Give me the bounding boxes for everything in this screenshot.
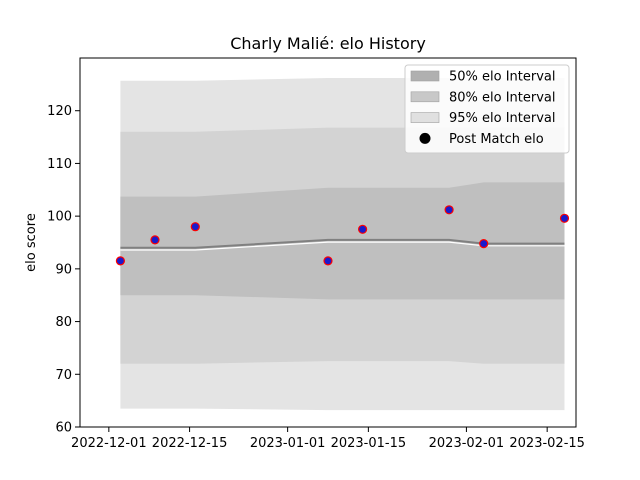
y-tick-label: 60 [55, 421, 72, 436]
legend: 50% elo Interval 80% elo Interval 95% elo … [404, 64, 570, 154]
legend-label: 95% elo Interval [449, 111, 556, 126]
post-match-elo-point [444, 205, 454, 215]
legend-box [404, 64, 570, 154]
y-tick-label: 80 [55, 315, 72, 330]
post-match-elo-point [190, 222, 200, 232]
mean-elo-line [120, 238, 565, 249]
y-tick-label: 110 [47, 157, 72, 172]
post-match-elo-point [479, 239, 489, 249]
axes-frame [79, 57, 577, 428]
chart-title: Charly Malié: elo History [230, 34, 426, 53]
plot-area [115, 78, 570, 411]
y-axis-label: elo score [24, 213, 39, 272]
post-match-elo-point [358, 224, 368, 234]
post-match-elo-point [150, 235, 160, 245]
post-match-elo-point [115, 256, 126, 266]
x-tick-label: 2023-01-15 [331, 436, 407, 451]
x-tick-label: 2023-01-01 [250, 436, 326, 451]
legend-swatch [410, 91, 440, 103]
post-match-elo-point [559, 213, 570, 223]
y-tick-label: 100 [47, 210, 72, 225]
y-tick-label: 120 [47, 104, 72, 119]
y-tick-label: 70 [55, 368, 72, 383]
x-tick-label: 2022-12-15 [152, 436, 228, 451]
y-tick-label: 90 [55, 262, 72, 277]
x-tick-label: 2023-02-01 [429, 436, 505, 451]
post-match-elo-point [323, 256, 333, 266]
legend-label: Post Match elo [449, 132, 544, 147]
mean-elo-line-highlight [120, 241, 565, 251]
legend-label: 80% elo Interval [449, 90, 556, 105]
legend-label: 50% elo Interval [449, 70, 556, 85]
legend-marker [419, 132, 431, 144]
x-tick-label: 2023-02-15 [509, 436, 585, 451]
legend-swatch [410, 70, 440, 82]
x-tick-label: 2022-12-01 [71, 436, 147, 451]
axes: 60 70 80 90 100 110 120 2022-12-01 2022-12-15 202… [47, 104, 585, 451]
legend-swatch [410, 112, 440, 123]
